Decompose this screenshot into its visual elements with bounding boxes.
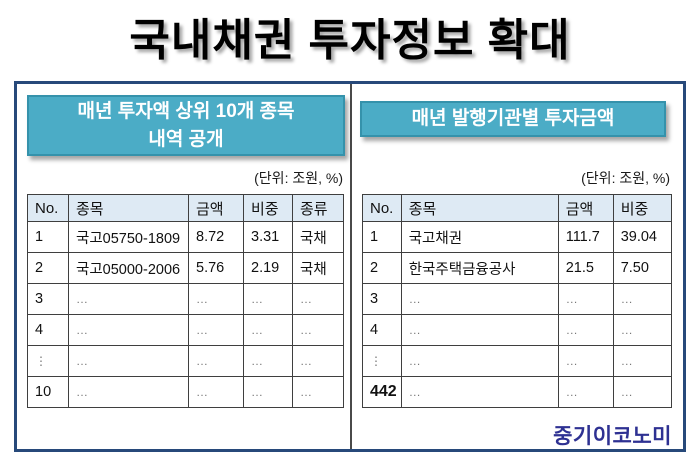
table-cell: … [400,345,559,377]
column-header-2: 금액 [188,194,244,222]
table-cell: … [188,314,244,346]
table-cell: 국고05750-1809 [68,221,189,253]
table-cell: 국고05000-2006 [68,252,189,284]
table-cell: 국채 [292,252,344,284]
table-row: 4………… [27,314,344,346]
table-row: 2 한국주택금융공사 21.5 7.50 [362,252,672,284]
column-header-3: 비중 [612,194,672,222]
left-table: No. 종목 금액 비중 종류 1 국고05750-1809 8.72 3.31 국채 2 국고05… [27,194,344,408]
table-row: 10………… [27,376,344,408]
table-row: 3………… [27,283,344,315]
page-title: 국내채권 투자정보 확대 [129,16,571,65]
table-cell: … [557,314,614,346]
table-row: 3……… [362,283,672,315]
table-cell: … [612,376,672,408]
left-unit-label: (단위: 조원, %) [254,170,343,186]
table-cell: … [557,283,614,315]
table-cell: 10 [27,376,69,408]
column-header-0: No. [362,194,402,222]
table-cell: … [292,283,344,315]
table-cell: 2 [27,252,69,284]
table-row: 1 국고채권 111.7 39.04 [362,221,672,253]
panel-divider [350,84,352,449]
table-cell: … [68,376,189,408]
table-cell: … [400,376,559,408]
right-panel-header-line1: 매년 발행기관별 투자금액 [411,108,615,130]
table-cell: 39.04 [612,221,672,253]
table-cell: 국채 [292,221,344,253]
table-cell: … [243,283,293,315]
table-cell: … [612,345,672,377]
table-row: 1 국고05750-1809 8.72 3.31 국채 [27,221,344,253]
table-cell: 2 [362,252,402,284]
table-cell: … [557,345,614,377]
table-cell: … [243,314,293,346]
table-cell: 4 [362,314,402,346]
table-cell: … [292,376,344,408]
table-row: ⋮………… [27,345,344,377]
table-cell: 3 [27,283,69,315]
table-cell: 442 [362,376,402,408]
table-row: 442……… [362,376,672,408]
table-cell: … [292,345,344,377]
table-cell: … [612,283,672,315]
table-cell: 8.72 [188,221,244,253]
table-cell: … [188,376,244,408]
table-cell: … [292,314,344,346]
table-cell: 2.19 [243,252,293,284]
table-cell: … [188,345,244,377]
publisher-logo: 중기이코노미 [553,425,672,448]
table-cell: 4 [27,314,69,346]
right-unit-label: (단위: 조원, %) [581,170,670,186]
table-cell: 한국주택금융공사 [400,252,559,284]
table-row: 2 국고05000-2006 5.76 2.19 국채 [27,252,344,284]
table-cell: 111.7 [557,221,614,253]
table-cell: 7.50 [612,252,672,284]
table-cell: … [557,376,614,408]
table-cell: … [188,283,244,315]
table-cell: … [243,376,293,408]
right-table: No. 종목 금액 비중 1 국고채권 111.7 39.04 2 한국주택금융공사 21.5 7.… [362,194,672,408]
column-header-3: 비중 [243,194,293,222]
table-header-row: No. 종목 금액 비중 종류 [27,194,344,222]
table-cell: … [243,345,293,377]
table-cell: ⋮ [27,345,69,377]
table-cell: 3 [362,283,402,315]
table-cell: … [68,345,189,377]
table-cell: 21.5 [557,252,614,284]
table-cell: … [400,283,559,315]
column-header-4: 종류 [292,194,344,222]
column-header-1: 종목 [400,194,559,222]
table-cell: 국고채권 [400,221,559,253]
left-panel-header-line2: 내역 공개 [148,128,224,150]
table-cell: 1 [362,221,402,253]
table-row: 4……… [362,314,672,346]
left-panel-header-line1: 매년 투자액 상위 10개 종목 [77,100,295,122]
table-cell: … [68,314,189,346]
table-row: ⋮……… [362,345,672,377]
right-panel-header: 매년 발행기관별 투자금액 [360,101,666,137]
content-box: 매년 투자액 상위 10개 종목 내역 공개 (단위: 조원, %) No. 종목… [14,81,686,452]
column-header-2: 금액 [557,194,614,222]
table-cell: 3.31 [243,221,293,253]
left-panel-header: 매년 투자액 상위 10개 종목 내역 공개 [27,95,345,156]
column-header-0: No. [27,194,69,222]
table-cell: 1 [27,221,69,253]
table-cell: … [400,314,559,346]
table-cell: ⋮ [362,345,402,377]
column-header-1: 종목 [68,194,189,222]
table-cell: … [612,314,672,346]
table-header-row: No. 종목 금액 비중 [362,194,672,222]
table-cell: 5.76 [188,252,244,284]
table-cell: … [68,283,189,315]
